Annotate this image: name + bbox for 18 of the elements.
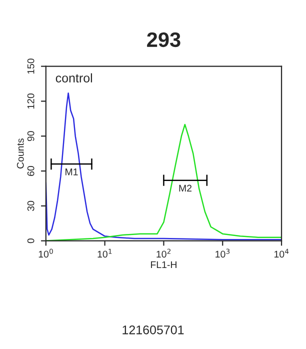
x-tick-label: 10$^{4}$ bbox=[274, 248, 289, 258]
y-tick-label: 90 bbox=[27, 131, 34, 142]
x-axis-title: FL1-H bbox=[151, 261, 176, 268]
y-tick-label: 120 bbox=[27, 93, 34, 109]
x-tick-label: 10$^{1}$ bbox=[98, 248, 112, 258]
annotation: M1 bbox=[66, 168, 78, 176]
y-axis-title: Counts bbox=[16, 138, 24, 168]
chart-title: 293 bbox=[147, 32, 180, 48]
annotation: control bbox=[56, 73, 92, 82]
annotation: M2 bbox=[179, 184, 192, 192]
x-tick-label: 10$^{0}$ bbox=[38, 248, 53, 258]
y-tick-label: 150 bbox=[27, 58, 34, 74]
text: 121605701 bbox=[122, 325, 184, 334]
x-tick-label: 10$^{3}$ bbox=[216, 248, 230, 258]
y-tick-label: 30 bbox=[27, 200, 34, 211]
y-tick-label: 60 bbox=[27, 166, 34, 176]
y-tick-label: 0 bbox=[27, 238, 34, 244]
x-tick-label: 10$^{2}$ bbox=[156, 248, 170, 258]
